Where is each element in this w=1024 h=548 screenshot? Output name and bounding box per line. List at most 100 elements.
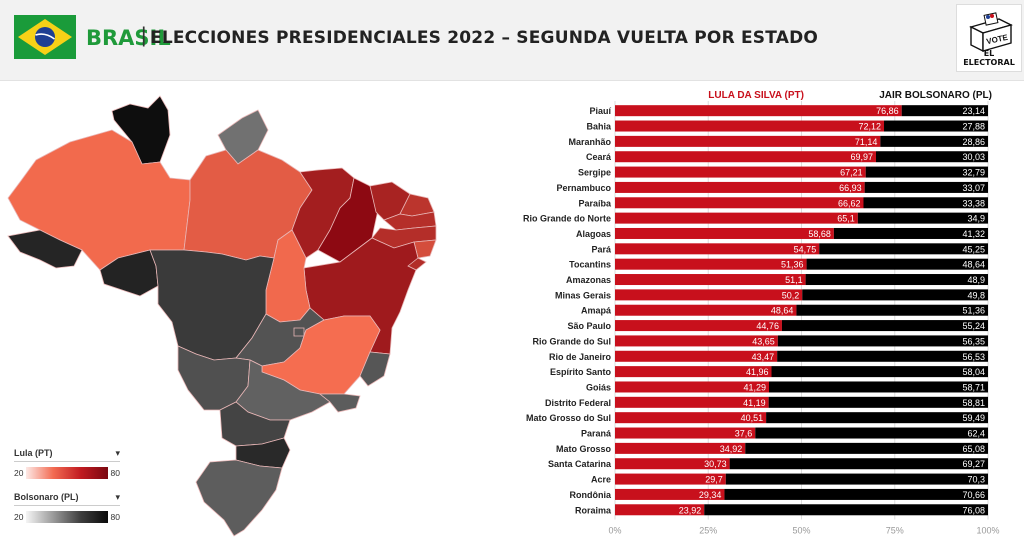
bar-lula (615, 458, 730, 470)
data-label-lula: 66,93 (839, 183, 862, 193)
category-label: Pernambuco (556, 183, 611, 193)
bar-lula (615, 135, 881, 147)
data-label-lula: 67,21 (840, 168, 863, 178)
category-label: Pará (591, 244, 612, 254)
bar-bolsonaro (805, 274, 988, 286)
bar-bolsonaro (766, 412, 988, 424)
data-label-lula: 23,92 (679, 505, 702, 515)
data-label-lula: 72,12 (858, 122, 881, 132)
data-label-bolsonaro: 45,25 (962, 244, 985, 254)
bar-bolsonaro (777, 335, 988, 347)
bar-lula (615, 289, 803, 301)
legend-lula-label: Lula (PT) (14, 448, 53, 458)
bar-lula (615, 212, 858, 224)
bar-lula (615, 197, 864, 209)
data-label-lula: 40,51 (741, 413, 764, 423)
bar-bolsonaro (771, 366, 988, 378)
data-label-bolsonaro: 33,07 (962, 183, 985, 193)
category-label: Piauí (589, 106, 611, 116)
bar-lula (615, 350, 778, 362)
el-electoral-logo: VOTE EL ELECTORAL (956, 4, 1022, 72)
bar-lula (615, 181, 865, 193)
legend-bolsonaro-gradient (25, 511, 108, 523)
bar-bolsonaro (724, 488, 988, 500)
bar-lula (615, 120, 885, 132)
category-label: Paraná (581, 429, 612, 439)
map-region-df (293, 327, 305, 337)
data-label-lula: 51,1 (785, 275, 803, 285)
x-tick-label: 0% (608, 525, 621, 535)
data-label-bolsonaro: 48,9 (967, 275, 985, 285)
data-label-bolsonaro: 62,4 (967, 429, 985, 439)
dropdown-chevron-icon[interactable]: ▾ (115, 492, 120, 502)
category-label: Roraima (575, 505, 612, 515)
bar-bolsonaro (777, 350, 988, 362)
data-label-lula: 43,47 (752, 352, 775, 362)
bar-bolsonaro (884, 120, 988, 132)
bar-lula (615, 320, 782, 332)
brazil-flag-icon (14, 15, 76, 59)
series-label-bolsonaro: JAIR BOLSONARO (PL) (879, 90, 992, 101)
bar-lula (615, 366, 772, 378)
data-label-lula: 69,97 (850, 152, 873, 162)
legend-lula-gradient (25, 467, 108, 479)
category-label: Sergipe (578, 168, 611, 178)
category-label: Rio Grande do Norte (523, 214, 611, 224)
data-label-lula: 41,96 (746, 367, 769, 377)
bar-lula (615, 227, 834, 239)
data-label-bolsonaro: 51,36 (962, 306, 985, 316)
brazil-state-map (7, 95, 437, 537)
bar-bolsonaro (901, 105, 988, 117)
data-label-lula: 58,68 (808, 229, 831, 239)
category-label: Tocantins (569, 260, 611, 270)
data-label-bolsonaro: 28,86 (962, 137, 985, 147)
stacked-bar-chart: 0% 25% 50% 75% 100% LULA DA SILVA (PT) JAIR BO… (523, 90, 1000, 535)
country-name: BRASIL (86, 26, 171, 50)
x-tick-label: 25% (699, 525, 717, 535)
data-label-lula: 65,1 (837, 214, 855, 224)
bar-bolsonaro (781, 320, 988, 332)
map-region-acre (7, 229, 83, 269)
category-label: Acre (591, 475, 611, 485)
bar-bolsonaro (863, 197, 988, 209)
data-label-bolsonaro: 34,9 (967, 214, 985, 224)
data-label-bolsonaro: 27,88 (962, 122, 985, 132)
data-label-bolsonaro: 23,14 (962, 106, 985, 116)
legend-bolsonaro-max: 80 (110, 512, 120, 522)
data-label-lula: 30,73 (704, 459, 727, 469)
bar-lula (615, 427, 756, 439)
data-label-bolsonaro: 65,08 (962, 444, 985, 454)
category-label: Bahia (586, 122, 612, 132)
bar-lula (615, 504, 705, 516)
data-label-bolsonaro: 59,49 (962, 413, 985, 423)
category-label: Rio de Janeiro (549, 352, 612, 362)
category-label: Ceará (586, 152, 612, 162)
category-label: Mato Grosso (556, 444, 612, 454)
data-label-bolsonaro: 56,53 (962, 352, 985, 362)
data-label-lula: 44,76 (756, 321, 779, 331)
bar-lula (615, 166, 866, 178)
data-label-lula: 43,65 (752, 336, 775, 346)
data-label-lula: 71,14 (855, 137, 878, 147)
bar-bolsonaro (833, 227, 988, 239)
data-label-bolsonaro: 41,32 (962, 229, 985, 239)
category-label: Espírito Santo (550, 367, 612, 377)
data-label-bolsonaro: 58,81 (962, 398, 985, 408)
dropdown-chevron-icon[interactable]: ▾ (115, 448, 120, 458)
bar-bolsonaro (745, 442, 988, 454)
data-label-bolsonaro: 58,04 (962, 367, 985, 377)
data-label-bolsonaro: 76,08 (962, 505, 985, 515)
bar-lula (615, 258, 807, 270)
bar-bolsonaro (864, 181, 988, 193)
bar-lula (615, 304, 797, 316)
data-label-lula: 41,19 (743, 398, 766, 408)
logo-text: EL ELECTORAL (963, 49, 1015, 67)
legend-lula: Lula (PT) ▾ 20 80 (14, 448, 120, 479)
page-header: BRASIL | ELECCIONES PRESIDENCIALES 2022 … (0, 0, 1024, 81)
category-label: Amapá (581, 306, 612, 316)
bar-lula (615, 396, 769, 408)
bar-bolsonaro (875, 151, 988, 163)
data-label-lula: 37,6 (735, 429, 753, 439)
data-label-lula: 51,36 (781, 260, 804, 270)
bar-bolsonaro (819, 243, 988, 255)
